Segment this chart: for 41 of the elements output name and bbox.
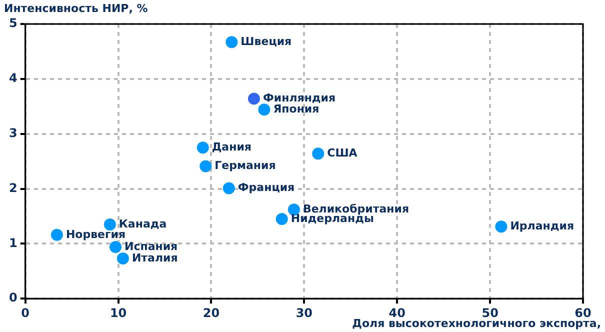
annotation: Канада bbox=[118, 217, 167, 230]
annotation: Швеция bbox=[240, 34, 292, 48]
x-tick-label: 0 bbox=[21, 306, 30, 320]
annotation: Франция bbox=[238, 181, 295, 194]
annotation: Великобритания bbox=[302, 202, 410, 216]
point bbox=[196, 142, 209, 154]
annotation: Италия bbox=[132, 251, 178, 264]
annotation: США bbox=[327, 146, 358, 160]
x-axis-title: Доля высокотехнологичного экспорта, bbox=[352, 317, 601, 330]
annotation: Япония bbox=[273, 102, 320, 116]
point bbox=[222, 182, 235, 194]
y-axis-title: Интенсивность НИР, % bbox=[4, 2, 148, 15]
point bbox=[50, 228, 63, 241]
annotation: Ирландия bbox=[510, 220, 574, 233]
annotation: Германия bbox=[214, 159, 276, 172]
point bbox=[226, 36, 238, 48]
point bbox=[258, 104, 270, 116]
annotation: Финляндия bbox=[262, 92, 336, 105]
point bbox=[312, 148, 324, 160]
x-tick-label: 50 bbox=[482, 306, 498, 320]
annotation: Испания bbox=[124, 240, 178, 253]
x-tick-label: 40 bbox=[388, 306, 406, 320]
annotation: Дания bbox=[212, 140, 252, 154]
x-tick-label: 60 bbox=[574, 306, 592, 320]
y-tick-label: 0 bbox=[8, 290, 18, 305]
y-tick-label: 3 bbox=[8, 126, 18, 140]
x-tick-label: 10 bbox=[110, 306, 127, 320]
point bbox=[248, 92, 260, 105]
point bbox=[116, 252, 129, 265]
x-tick-label: 20 bbox=[202, 306, 220, 320]
point bbox=[104, 218, 116, 230]
point bbox=[200, 160, 212, 172]
y-tick-label: 5 bbox=[8, 16, 18, 30]
x-tick-label: 30 bbox=[296, 306, 313, 320]
y-tick-label: 1 bbox=[8, 236, 18, 250]
point bbox=[276, 212, 288, 225]
annotation: Норвегия bbox=[66, 228, 126, 241]
point bbox=[495, 220, 508, 233]
y-tick-label: 2 bbox=[8, 180, 18, 195]
point bbox=[110, 240, 122, 253]
y-tick-label: 4 bbox=[8, 71, 18, 86]
